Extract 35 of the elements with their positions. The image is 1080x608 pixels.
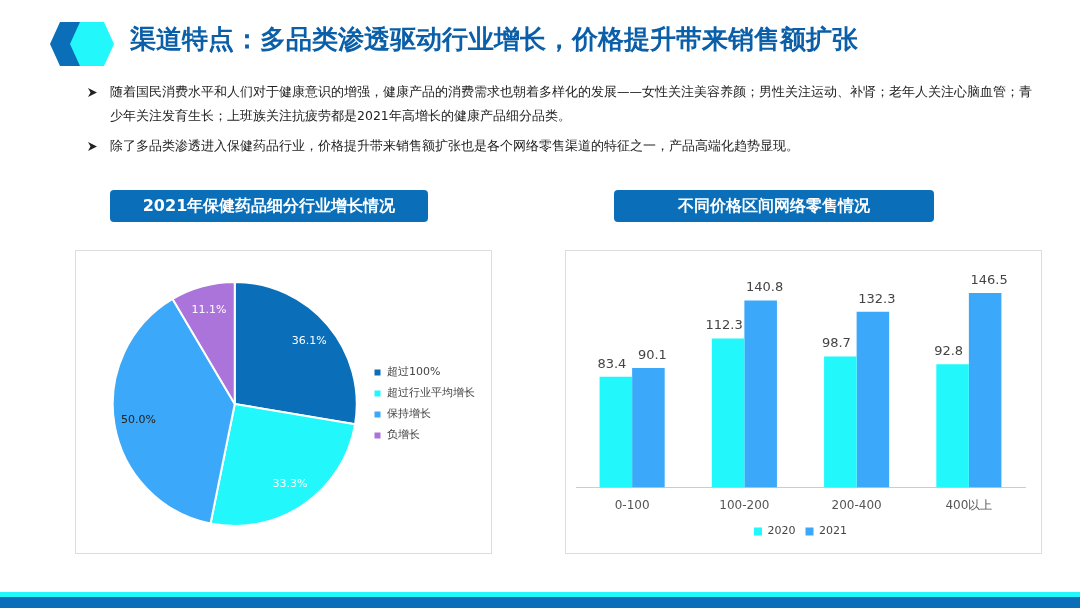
x-tick-label: 100-200 bbox=[719, 497, 770, 512]
x-tick-label: 0-100 bbox=[614, 497, 650, 512]
text: 渠道特点：多品类渗透驱动行业增长，价格提升带来销售额扩张 bbox=[130, 23, 858, 56]
bar bbox=[936, 364, 969, 488]
text: 随着国民消费水平和人们对于健康意识的增强，健康产品的消费需求也朝着多样化的发展——女性关注美容养颜；男性关注运动、补肾；老年人关注心脑血管；青少年关注发育生长；上班族关注抗疲劳都是2021年高增长的健康产品细分品类。 bbox=[110, 83, 1033, 125]
legend-label: 负增长 bbox=[387, 428, 420, 442]
data-label: 92.8 bbox=[934, 343, 964, 359]
data-label: 33.3% bbox=[272, 477, 308, 491]
bar bbox=[711, 338, 745, 488]
data-label: 50.0% bbox=[121, 413, 156, 427]
legend-label: 超过行业平均增长 bbox=[387, 386, 475, 400]
x-tick-label: 400以上 bbox=[945, 497, 993, 512]
data-label: 83.4 bbox=[597, 355, 627, 371]
data-label: 132.3 bbox=[858, 290, 896, 306]
chart-title: 不同价格区间网络零售情况 bbox=[614, 190, 934, 222]
bar bbox=[744, 300, 777, 488]
text: 除了多品类渗透进入保健药品行业，价格提升带来销售额扩张也是各个网络零售渠道的特征之一，产品高端化趋势显现。 bbox=[110, 137, 800, 155]
data-label: 112.3 bbox=[705, 317, 743, 333]
bar bbox=[968, 292, 1002, 488]
legend-label: 2020 bbox=[767, 524, 796, 538]
legend-label: 保持增长 bbox=[387, 407, 431, 421]
bar bbox=[599, 376, 633, 488]
data-label: 140.8 bbox=[746, 279, 784, 295]
data-label: 36.1% bbox=[291, 333, 327, 347]
data-label: 146.5 bbox=[970, 271, 1008, 287]
data-label: 90.1 bbox=[637, 346, 667, 362]
data-label: 98.7 bbox=[821, 335, 851, 351]
legend-label: 2021 bbox=[819, 524, 847, 538]
legend-label: 超过100% bbox=[387, 365, 441, 379]
bar bbox=[632, 367, 665, 488]
data-label: 11.1% bbox=[191, 302, 227, 316]
bar bbox=[856, 311, 890, 488]
bar bbox=[824, 356, 857, 488]
x-tick-label: 200-400 bbox=[831, 497, 882, 512]
chart-title: 2021年保健药品细分行业增长情况 bbox=[110, 190, 428, 222]
